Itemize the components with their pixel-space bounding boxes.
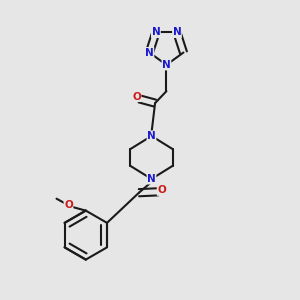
- Text: O: O: [132, 92, 141, 101]
- Text: N: N: [147, 131, 156, 141]
- Text: N: N: [162, 60, 171, 70]
- Text: O: O: [64, 200, 73, 210]
- Text: N: N: [172, 28, 181, 38]
- Text: N: N: [145, 47, 154, 58]
- Text: N: N: [152, 28, 160, 38]
- Text: O: O: [157, 185, 166, 195]
- Text: N: N: [147, 174, 156, 184]
